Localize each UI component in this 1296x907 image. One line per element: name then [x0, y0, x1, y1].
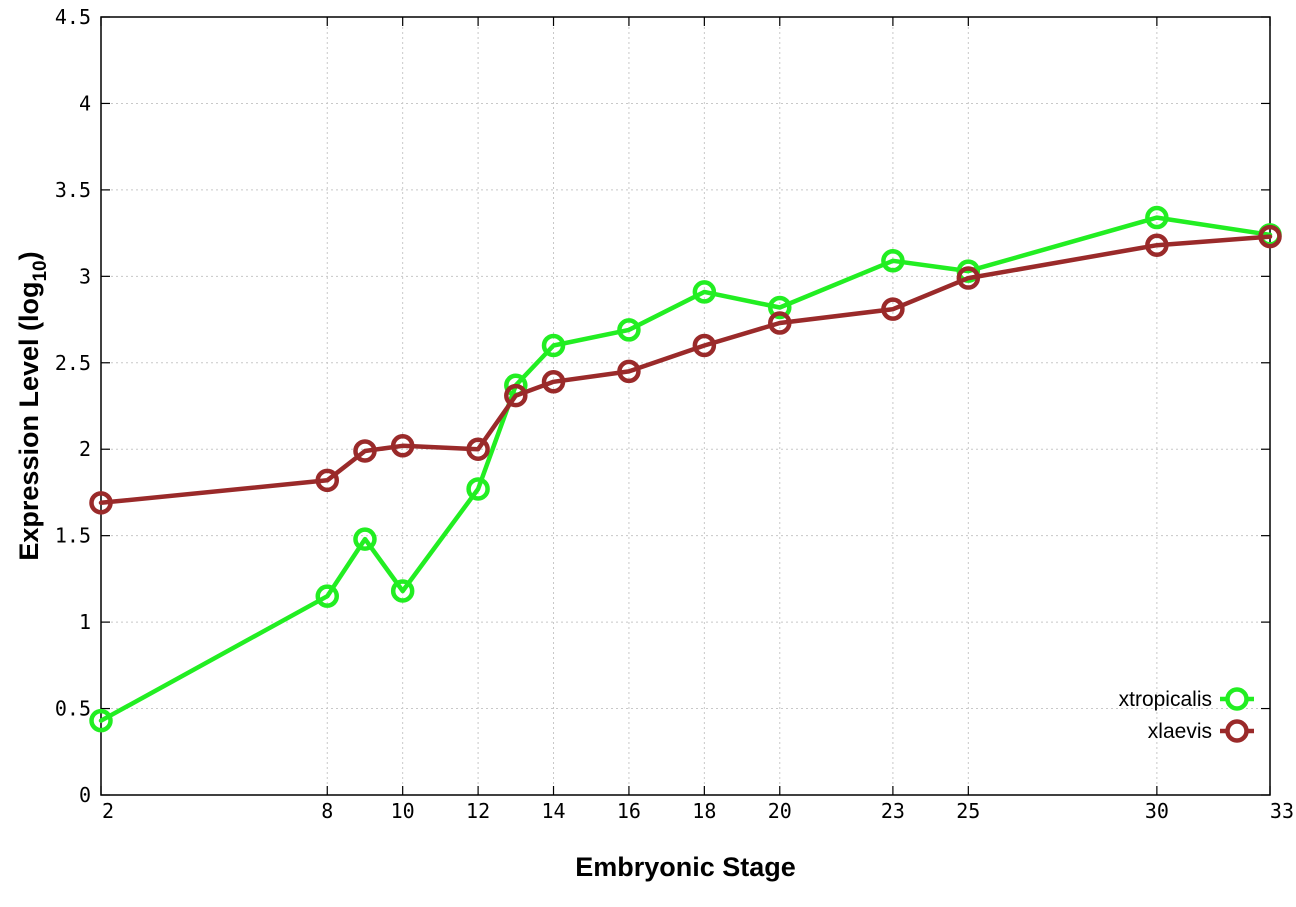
- legend-label: xlaevis: [1148, 720, 1212, 743]
- x-tick-label: 2: [102, 799, 114, 823]
- series-line-xtropicalis: [98, 215, 1273, 723]
- legend-label: xtropicalis: [1119, 688, 1212, 711]
- data-point-xlaevis: [89, 491, 113, 515]
- data-point-xtropicalis: [617, 318, 641, 342]
- x-tick-label: 12: [466, 799, 490, 823]
- data-point-xtropicalis: [353, 527, 377, 551]
- data-point-xlaevis: [1145, 233, 1169, 257]
- x-tick-label: 25: [956, 799, 980, 823]
- data-point-xtropicalis: [315, 584, 340, 608]
- x-tick-label: 23: [881, 799, 905, 823]
- y-tick-label: 2: [79, 437, 91, 461]
- data-point-xlaevis: [353, 439, 377, 463]
- data-point-xlaevis: [692, 333, 717, 358]
- data-point-xtropicalis: [89, 708, 113, 733]
- y-tick-label: 0: [79, 783, 91, 807]
- x-tick-label: 8: [321, 799, 333, 823]
- legend-marker-xtropicalis: [1225, 687, 1249, 711]
- data-point-xlaevis: [466, 437, 490, 461]
- legend-marker-xlaevis: [1225, 719, 1249, 743]
- y-tick-label: 2.5: [55, 351, 91, 375]
- y-tick-label: 1: [79, 610, 91, 634]
- y-tick-label: 1.5: [55, 524, 91, 548]
- data-point-xlaevis: [956, 266, 981, 290]
- data-point-xlaevis: [1258, 224, 1282, 249]
- data-point-xtropicalis: [390, 579, 415, 603]
- plot-area-frame: [100, 16, 1271, 796]
- x-tick-label: 16: [617, 799, 641, 823]
- y-axis-title-close: ): [14, 251, 44, 260]
- y-axis-title: Expression Level (log10): [14, 251, 51, 560]
- x-axis-ticks: 2 8 10 12 14 16 18 20 23 25 30 33: [100, 17, 1294, 823]
- data-point-xtropicalis: [881, 249, 905, 273]
- data-point-xlaevis: [768, 311, 792, 335]
- x-axis-title: Embryonic Stage: [575, 852, 796, 882]
- series-group: [89, 205, 1282, 733]
- x-tick-label: 30: [1145, 799, 1169, 823]
- y-tick-label: 3.5: [55, 178, 91, 202]
- data-point-xtropicalis: [692, 280, 717, 304]
- x-tick-label: 18: [692, 799, 716, 823]
- data-point-xtropicalis: [1145, 205, 1169, 230]
- data-point-xlaevis: [881, 297, 905, 321]
- y-axis-title-subscript: 10: [30, 260, 51, 281]
- data-point-xtropicalis: [956, 259, 981, 283]
- data-point-xlaevis: [541, 370, 566, 394]
- series-line-xlaevis: [98, 234, 1273, 506]
- data-point-xlaevis: [315, 468, 340, 493]
- y-axis-ticks: 0 0.5 1 1.5 2 2.5 3 3.5 4 4.5: [55, 5, 1270, 807]
- legend: xtropicalis xlaevis: [1119, 687, 1254, 743]
- data-point-xtropicalis: [768, 295, 792, 320]
- data-point-xtropicalis: [541, 333, 566, 358]
- x-tick-label: 14: [541, 799, 565, 823]
- y-tick-label: 0.5: [55, 697, 91, 721]
- y-tick-label: 4: [79, 91, 91, 115]
- data-point-xlaevis: [617, 359, 641, 384]
- x-tick-label: 20: [768, 799, 792, 823]
- x-tick-label: 33: [1270, 799, 1294, 823]
- y-axis-title-main: Expression Level (log: [14, 282, 44, 561]
- grid-lines: [101, 17, 1270, 795]
- data-point-xlaevis: [504, 383, 528, 408]
- data-point-xtropicalis: [466, 477, 490, 501]
- data-point-xlaevis: [390, 434, 415, 458]
- y-tick-label: 3: [79, 264, 91, 288]
- y-tick-label: 4.5: [55, 5, 91, 29]
- x-tick-label: 10: [391, 799, 415, 823]
